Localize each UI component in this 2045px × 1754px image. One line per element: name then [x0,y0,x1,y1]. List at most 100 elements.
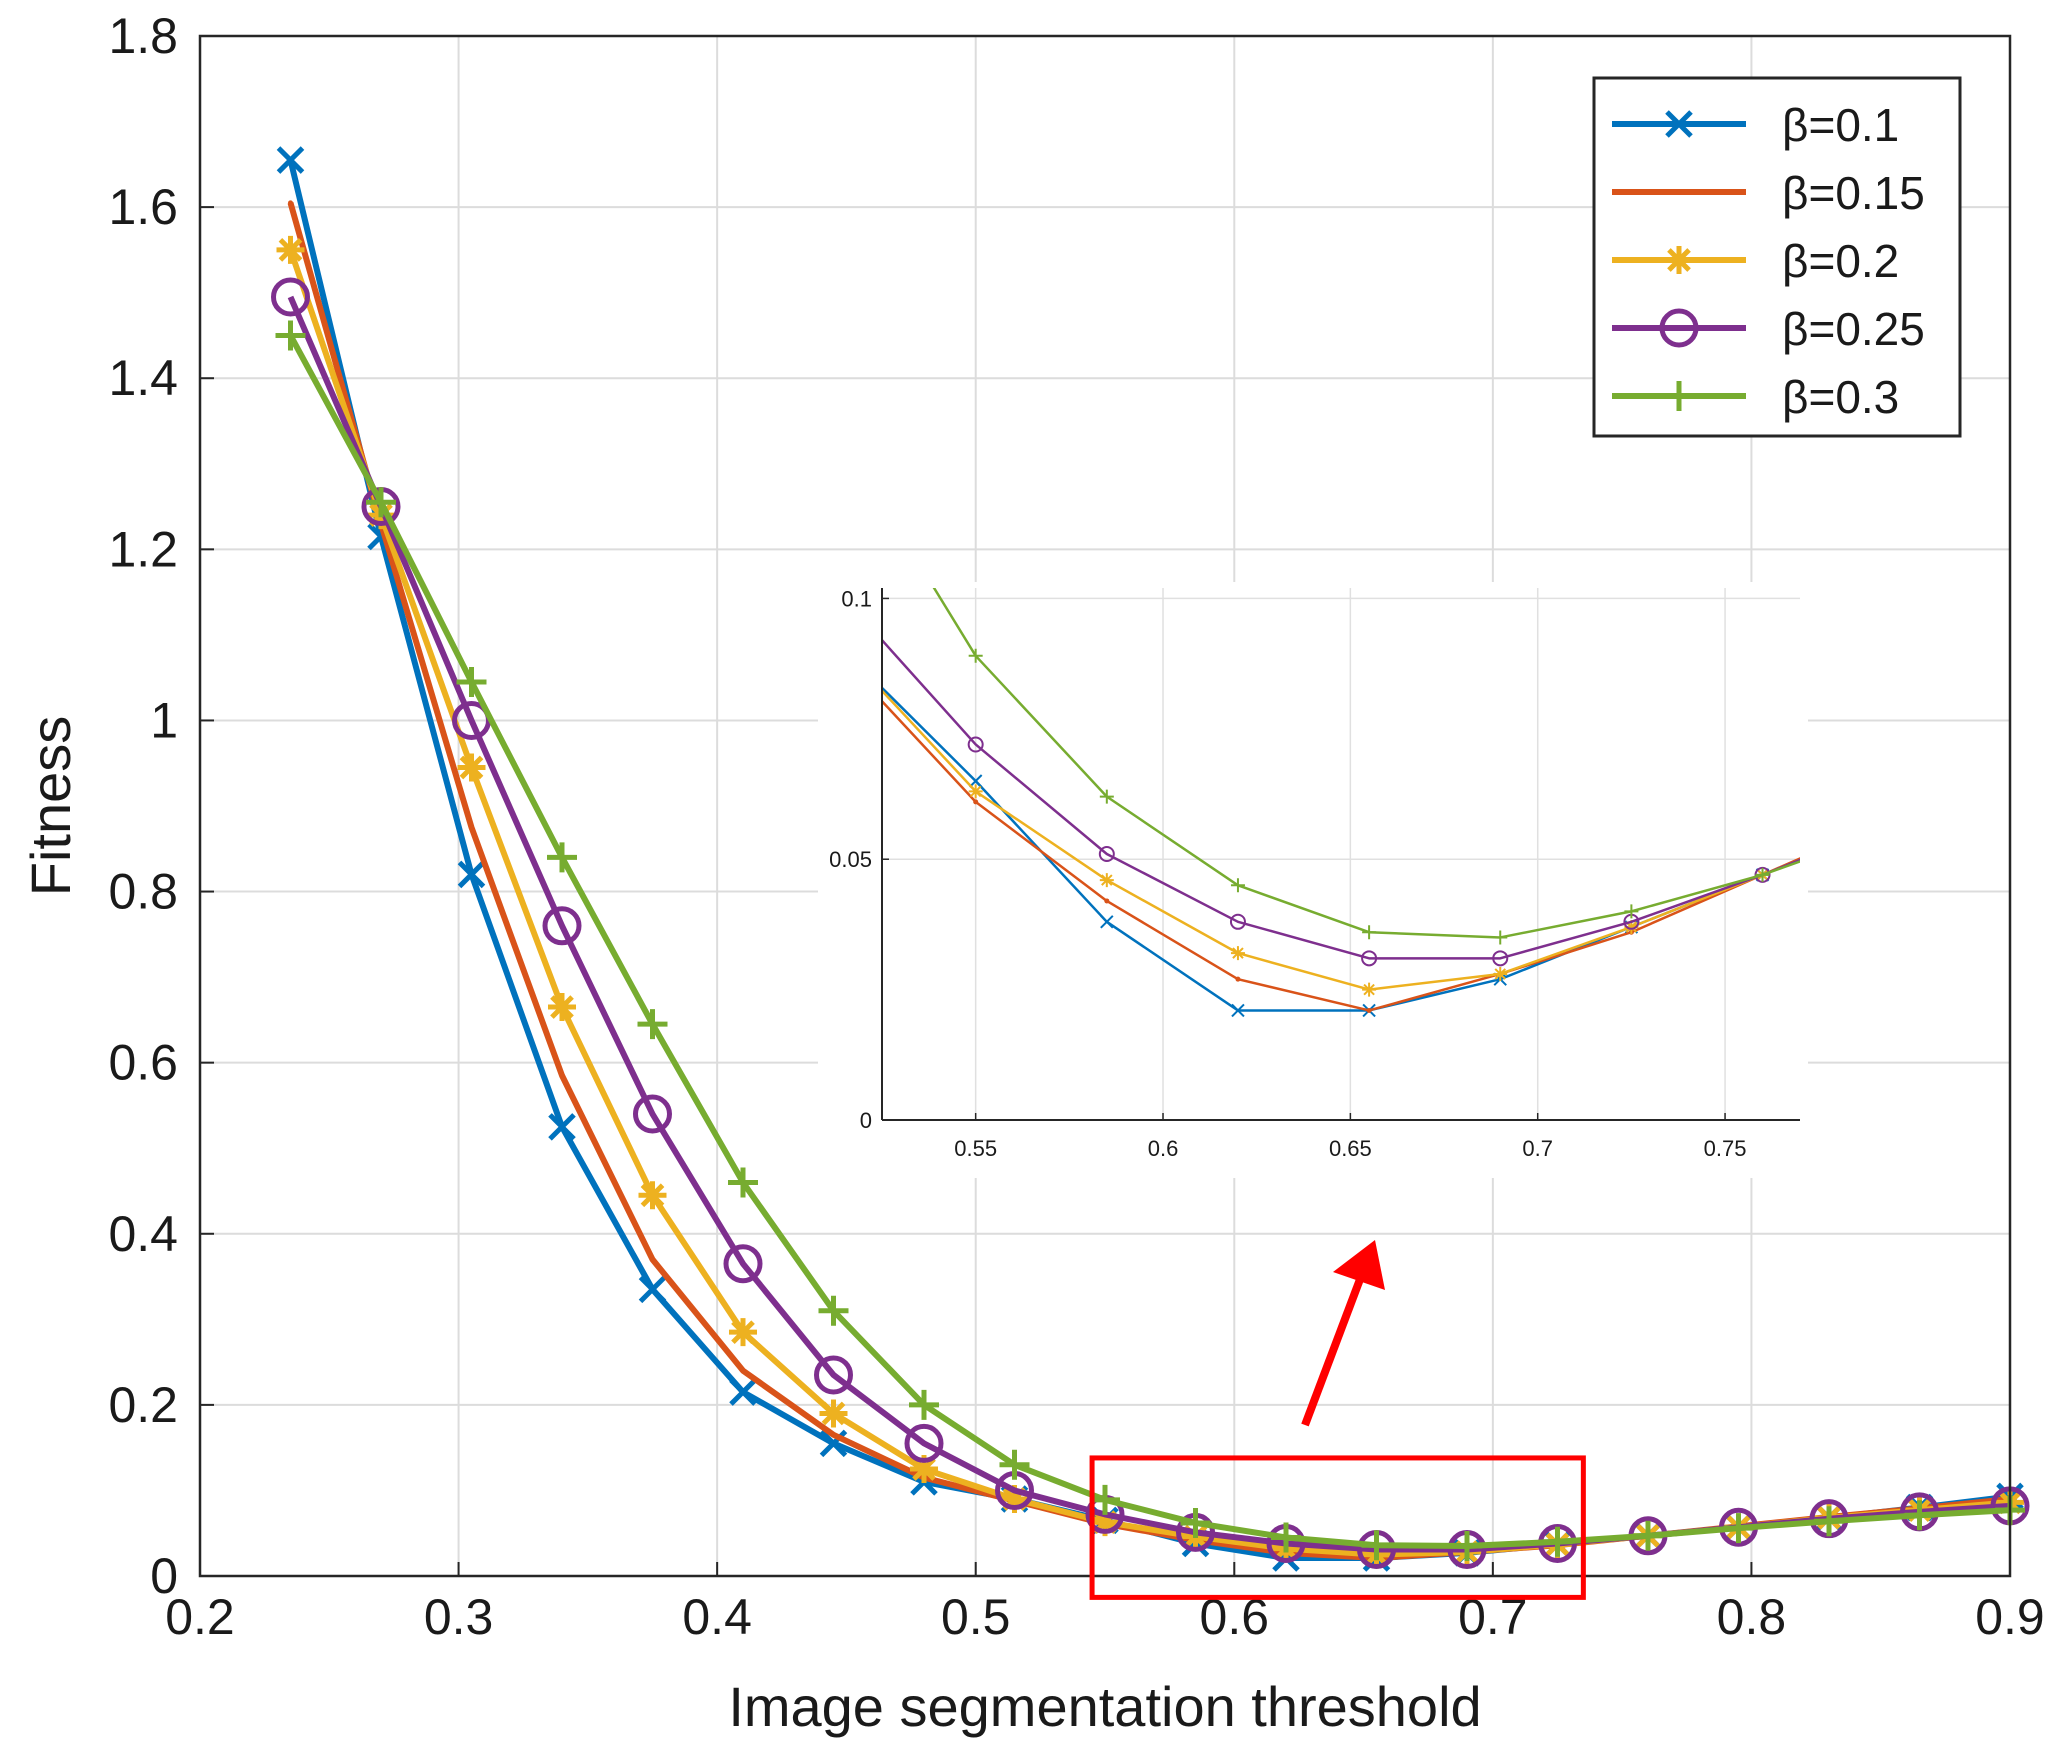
y-tick-label: 1 [150,692,178,748]
series-5-point [999,1449,1030,1480]
series-2-point [559,1073,565,1078]
inset-series-5 [932,588,1800,945]
series-5-point [1180,1507,1211,1538]
series-5-point [1452,1531,1482,1562]
series-5-point [1814,1506,1844,1537]
inset-series-4-point [1229,913,1246,930]
inset-series-3-point [1362,982,1377,997]
inset-series-1-point [1231,1003,1245,1018]
zoom-arrow-shaft [1301,1272,1366,1427]
inset-series-1-point [968,774,983,788]
series-3-point [910,1455,938,1484]
x-tick-label: 0.5 [941,1589,1011,1645]
inset-x-tick-label: 0.75 [1704,1136,1747,1161]
x-tick-label: 0.3 [424,1589,494,1645]
legend-marker-2 [1676,189,1682,195]
legend-entry-1: β=0.1 [1612,99,1899,151]
legend-entry-5: β=0.3 [1612,371,1899,423]
inset-series-5-point [968,648,983,663]
legend-label-5: β=0.3 [1782,371,1899,423]
series-5-point [1904,1500,1935,1531]
legend: β=0.1 β=0.15 β=0.2 β=0.25 β=0.3 [1592,76,1962,438]
series-5-point [366,487,396,518]
series-2-point [469,824,474,830]
series-5-point [1271,1522,1301,1553]
series-4-point [723,1244,763,1284]
series-2-point [831,1432,836,1438]
series-5-point [818,1295,849,1326]
y-tick-label: 0.8 [108,864,178,920]
inset-series-3-point [1493,966,1508,981]
x-tick-label: 0.9 [1975,1589,2045,1645]
x-tick-label: 0.2 [165,1589,235,1645]
inset-series-5-point [1099,789,1114,804]
series-3-point [276,235,305,264]
series-2-point [740,1368,746,1374]
series-3-point [1000,1485,1029,1513]
inset-series-2-point [1366,1007,1372,1013]
inset-background [818,582,1808,1178]
inset-series-5-point [1624,904,1639,919]
inset-series-3-point [968,784,983,799]
inset-series-5-point [1755,867,1770,882]
series-1-point [548,1113,576,1141]
inset-series-4-point [1492,950,1509,967]
series-4-point [904,1423,944,1463]
legend-label-3: β=0.2 [1782,235,1899,287]
series-5-point [1361,1530,1392,1561]
y-tick-label: 1.6 [108,179,178,235]
x-axis-title: Image segmentation threshold [728,1675,1481,1738]
series-5-point [1090,1484,1120,1515]
inset-x-tick-label: 0.6 [1148,1136,1179,1161]
inset-series-3-point [1230,946,1245,961]
series-4-point [271,277,310,317]
y-axis-title: Fitness [19,716,82,897]
legend-marker-4 [1659,308,1699,348]
inset-x-tick-label: 0.7 [1522,1136,1553,1161]
inset-series-1-point [1100,915,1114,929]
inset-series-2-line [882,699,1800,1012]
legend-marker-3 [1665,246,1693,274]
inset-series-2-point [1235,976,1241,982]
inset-series-5-point [1362,925,1377,940]
series-1-point [457,860,486,889]
series-5-line [287,334,2011,1550]
series-1-point [276,146,305,174]
zoom-region-box [1089,1455,1586,1600]
legend-label-2: β=0.15 [1782,167,1925,219]
series-2-point [288,200,293,206]
series-5-point [275,320,306,351]
tick-labels: 0.2 0.3 0.4 0.5 0.6 0.7 0.8 0.900.20.40.60.811.… [108,8,2044,1645]
series-4-point [633,1094,672,1134]
y-tick-label: 0.2 [108,1377,178,1433]
inset-y-tick-label: 0.05 [829,847,872,872]
inset-series-5-point [1493,930,1508,945]
series-5-point [456,666,487,697]
x-tick-label: 0.4 [682,1589,752,1645]
inset-series-group [882,588,1800,1018]
series-3-point [548,993,576,1022]
inset-series-4-point [1098,846,1115,862]
legend-marker-5 [1664,381,1694,411]
y-tick-label: 1.2 [108,521,178,577]
x-tick-label: 0.8 [1717,1589,1787,1645]
y-tick-label: 0.6 [108,1035,178,1091]
inset-y-tick-label: 0.1 [841,586,872,611]
legend-entry-2: β=0.15 [1612,167,1925,219]
inset-x-tick-label: 0.65 [1329,1136,1372,1161]
series-5-point [1723,1513,1754,1544]
inset-y-tick-label: 0 [860,1108,872,1133]
inset-series-3-point [1099,873,1114,888]
inset-x-tick-label: 0.55 [954,1136,997,1161]
inset-series-5-line [932,588,1800,939]
inset-series-4-line [882,638,1800,960]
series-4-point [542,906,582,946]
series-5-point [909,1389,939,1420]
series-5 [275,320,2025,1562]
legend-entry-3: β=0.2 [1612,235,1899,287]
series-5-point [1542,1526,1573,1557]
series-1-point [729,1378,757,1406]
series-3-point [1091,1508,1119,1537]
